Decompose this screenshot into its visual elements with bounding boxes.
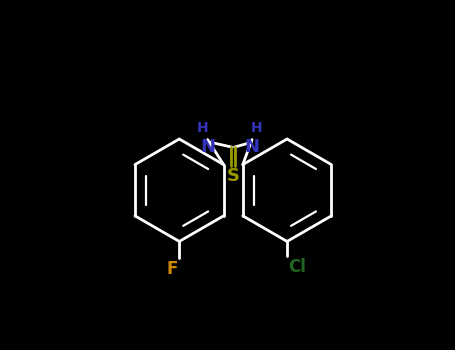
Text: N: N xyxy=(244,138,259,156)
Text: N: N xyxy=(200,138,215,156)
Text: H: H xyxy=(197,121,208,135)
Text: F: F xyxy=(167,260,178,278)
Text: S: S xyxy=(227,167,240,185)
Text: Cl: Cl xyxy=(288,258,306,276)
Text: ||: || xyxy=(228,147,238,160)
Text: H: H xyxy=(251,121,263,135)
